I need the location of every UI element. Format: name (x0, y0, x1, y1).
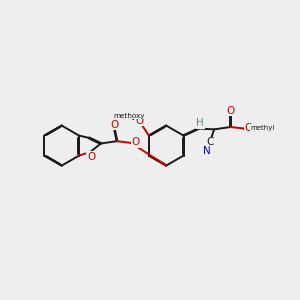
Text: H: H (196, 118, 204, 128)
Text: methoxy: methoxy (113, 113, 145, 119)
Text: O: O (245, 123, 253, 133)
Text: O: O (110, 120, 119, 130)
Text: O: O (226, 106, 235, 116)
Text: O: O (135, 116, 143, 126)
Text: O: O (131, 137, 140, 147)
Text: N: N (203, 146, 211, 156)
Text: methyl: methyl (250, 124, 274, 130)
Text: C: C (207, 137, 214, 147)
Text: O: O (87, 152, 95, 162)
